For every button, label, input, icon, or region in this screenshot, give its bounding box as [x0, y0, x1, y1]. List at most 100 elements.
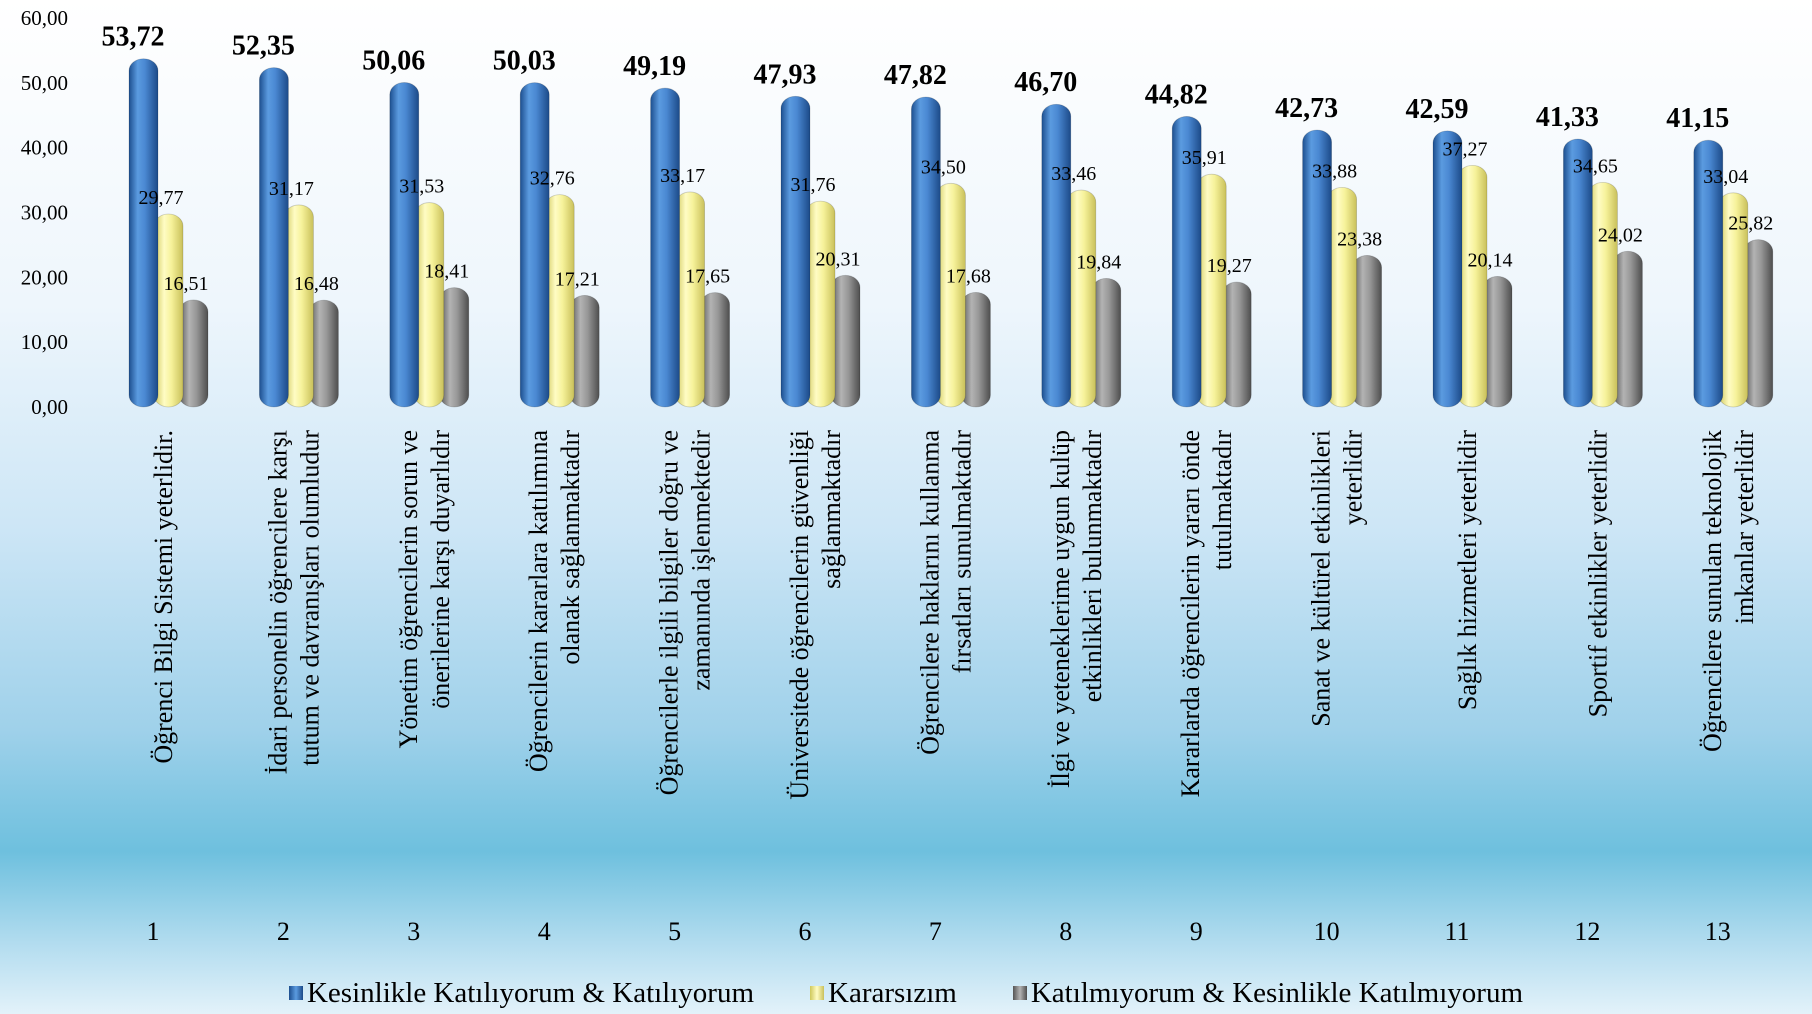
category-description-2: İdari personelin öğrencilere karşı tutum …	[263, 430, 324, 775]
x-tick-label-11: 11	[1444, 917, 1469, 946]
category-description-8: İlgi ve yeteneklerime uygun kulüp etkinli…	[1046, 430, 1107, 788]
value-label-undecided-5: 33,17	[660, 165, 705, 187]
bar-agree-2	[258, 67, 289, 408]
category-description-line: Kararlarda öğrencilerin yararı önde	[1176, 430, 1205, 797]
category-description-6: Üniversitede öğrencilerin güvenliği sağla…	[785, 430, 846, 800]
category-description-line: önerilerine karşı duyarlıdır	[426, 430, 455, 709]
value-label-disagree-11: 20,14	[1468, 249, 1513, 271]
category-description-3: Yönetim öğrencilerin sorun ve önerilerine…	[394, 430, 455, 749]
x-tick-label-1: 1	[147, 917, 160, 946]
value-label-disagree-12: 24,02	[1598, 224, 1643, 246]
category-description-line: Öğrencilere sunulan teknolojik	[1698, 430, 1727, 752]
category-description-7: Öğrencilere haklarını kullanma fırsatları…	[915, 430, 976, 755]
legend-item-undecided: Kararsızım	[810, 977, 957, 1010]
value-label-agree-1: 53,72	[102, 22, 165, 53]
bar-agree-1	[128, 58, 159, 408]
value-label-undecided-1: 29,77	[139, 187, 184, 209]
category-description-line: Öğrenci Bilgi Sistemi yeterlidir.	[149, 430, 178, 764]
value-label-disagree-3: 18,41	[424, 261, 469, 283]
category-description-line: Öğrencilerle ilgili bilgiler doğru ve	[655, 430, 684, 795]
category-description-line: etkinlikleri bulunmaktadır	[1078, 430, 1107, 703]
bar-agree-5	[650, 87, 680, 408]
value-label-undecided-7: 34,50	[921, 156, 966, 178]
value-label-undecided-12: 34,65	[1573, 155, 1618, 177]
y-tick-label: 40,00	[21, 136, 68, 160]
value-label-undecided-3: 31,53	[399, 176, 444, 198]
bar-agree-3	[389, 82, 420, 408]
value-label-undecided-2: 31,17	[269, 178, 314, 200]
value-label-agree-3: 50,06	[362, 45, 425, 76]
value-label-agree-2: 52,35	[232, 31, 295, 62]
y-tick-label: 30,00	[21, 201, 68, 225]
value-label-undecided-4: 32,76	[530, 168, 575, 190]
bar-agree-4	[519, 82, 550, 408]
value-label-disagree-4: 17,21	[555, 268, 600, 290]
legend-item-disagree: Katılmıyorum & Kesinlikle Katılmıyorum	[1012, 976, 1523, 1010]
y-tick-label: 10,00	[21, 330, 68, 354]
chart-svg: 0,00 10,00 20,00 30,00 40,00 50,00 60,00 53,72…	[21, 6, 1774, 946]
legend-label-undecided: Kararsızım	[828, 976, 957, 1009]
y-tick-label: 0,00	[31, 395, 68, 419]
category-description-line: tutulmaktadır	[1208, 430, 1237, 570]
category-description-line: İdari personelin öğrencilere karşı	[263, 430, 292, 774]
category-description-line: Sağlık hizmetleri yeterlidir	[1453, 430, 1482, 710]
category-description-13: Öğrencilere sunulan teknolojik imkanlar y…	[1698, 430, 1759, 752]
value-label-disagree-5: 17,65	[685, 266, 730, 288]
category-description-line: imkanlar yeterlidir	[1730, 430, 1759, 625]
value-label-disagree-13: 25,82	[1728, 213, 1773, 235]
value-label-disagree-2: 16,48	[294, 273, 339, 295]
value-label-undecided-11: 37,27	[1443, 138, 1488, 160]
category-description-line: fırsatları sunulmaktadır	[947, 430, 976, 674]
x-tick-label-3: 3	[407, 917, 420, 946]
bar-agree-6	[780, 95, 811, 408]
value-label-disagree-7: 17,68	[946, 265, 991, 287]
value-label-undecided-9: 35,91	[1182, 147, 1227, 169]
category-description-line: Sportif etkinlikler yeterlidir	[1583, 430, 1612, 718]
value-label-disagree-8: 19,84	[1076, 251, 1121, 273]
legend-swatch-yellow	[810, 986, 825, 1000]
category-description-1: Öğrenci Bilgi Sistemi yeterlidir.	[149, 430, 178, 764]
category-description-line: İlgi ve yeteneklerime uygun kulüp	[1046, 430, 1075, 788]
category-description-line: tutum ve davranışları olumludur	[295, 430, 324, 766]
x-tick-label-10: 10	[1314, 917, 1340, 946]
category-description-5: Öğrencilerle ilgili bilgiler doğru ve zam…	[655, 430, 716, 796]
bar-agree-13	[1693, 139, 1724, 408]
bar-agree-8	[1041, 103, 1072, 408]
bar-agree-12	[1563, 138, 1593, 408]
category-description-11: Sağlık hizmetleri yeterlidir	[1453, 430, 1482, 710]
x-tick-label-9: 9	[1190, 917, 1203, 946]
value-label-agree-4: 50,03	[493, 46, 556, 77]
category-description-line: Öğrencilerin kararlara katılımına	[524, 430, 553, 773]
legend-swatch-blue	[288, 986, 303, 1000]
value-label-undecided-8: 33,46	[1051, 163, 1096, 185]
category-description-10: Sanat ve kültürel etkinlikleri yeterlidir	[1307, 430, 1368, 727]
value-label-agree-13: 41,15	[1666, 103, 1729, 134]
x-tick-label-13: 13	[1705, 917, 1731, 946]
category-description-4: Öğrencilerin kararlara katılımına olanak …	[524, 430, 585, 773]
value-label-undecided-10: 33,88	[1312, 160, 1357, 182]
x-tick-label-5: 5	[668, 917, 681, 946]
value-label-disagree-9: 19,27	[1207, 255, 1252, 277]
value-label-disagree-6: 20,31	[816, 248, 861, 270]
value-label-agree-9: 44,82	[1145, 79, 1208, 110]
x-tick-label-8: 8	[1059, 917, 1072, 946]
category-description-line: Yönetim öğrencilerin sorun ve	[394, 430, 423, 748]
category-description-line: yeterlidir	[1339, 430, 1368, 526]
bar-agree-9	[1171, 116, 1202, 408]
value-label-agree-12: 41,33	[1536, 102, 1599, 133]
legend-label-disagree: Katılmıyorum & Kesinlikle Katılmıyorum	[1030, 976, 1523, 1009]
value-label-undecided-6: 31,76	[791, 174, 836, 196]
value-label-agree-7: 47,82	[884, 60, 947, 91]
legend-label-agree: Kesinlikle Katılıyorum & Katılıyorum	[306, 976, 755, 1009]
x-tick-label-7: 7	[929, 917, 942, 946]
category-description-line: zamanında işlenmektedir	[687, 430, 716, 691]
category-description-line: sağlanmaktadır	[817, 430, 846, 589]
bar-agree-7	[911, 96, 941, 408]
category-description-9: Kararlarda öğrencilerin yararı önde tutul…	[1176, 430, 1237, 798]
bar-agree-11	[1432, 130, 1463, 408]
value-label-agree-5: 49,19	[623, 51, 686, 82]
legend-item-agree: Kesinlikle Katılıyorum & Katılıyorum	[288, 976, 755, 1010]
value-label-disagree-1: 16,51	[164, 273, 209, 295]
category-description-line: Sanat ve kültürel etkinlikleri	[1307, 430, 1336, 727]
